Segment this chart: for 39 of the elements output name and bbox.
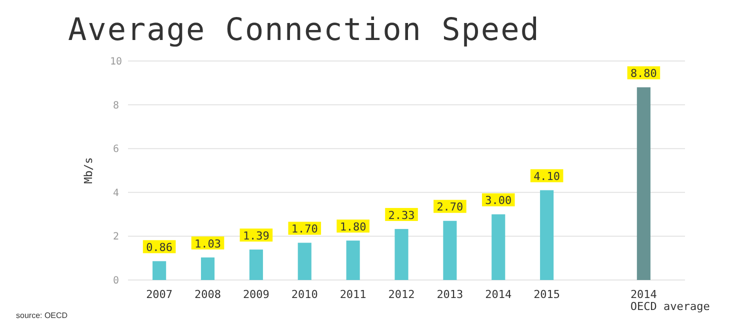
bar <box>298 242 312 280</box>
source-note: source: OECD <box>16 311 68 320</box>
data-label: 8.80 <box>630 67 657 80</box>
data-label: 2.33 <box>388 208 415 222</box>
x-tick-label: 2011 <box>340 288 366 301</box>
data-label: 1.70 <box>291 222 318 236</box>
x-tick-label: 2015 <box>534 288 560 301</box>
x-tick-label: 2013 <box>436 288 464 301</box>
y-tick-label: 6 <box>112 144 120 156</box>
bar <box>200 257 215 280</box>
bar <box>540 190 554 280</box>
x-tick-label: 2010 <box>291 288 318 301</box>
x-tick-label: 2012 <box>388 288 415 301</box>
y-axis-title: Mb/s <box>82 157 95 184</box>
x-tick-label: 2007 <box>146 288 173 301</box>
data-label: 3.00 <box>485 194 512 208</box>
y-tick-label: 2 <box>112 232 120 243</box>
data-label: 1.80 <box>340 220 366 234</box>
bar <box>249 250 263 280</box>
bar <box>492 214 506 280</box>
x-tick-label: 2009 <box>242 288 270 301</box>
bar <box>443 220 457 280</box>
x-tick-label: 2008 <box>194 288 221 301</box>
x-tick-label: 2014 <box>485 288 512 301</box>
bar <box>394 228 408 280</box>
chart-title: Average Connection Speed <box>68 12 540 48</box>
data-label: 2.70 <box>436 200 464 214</box>
bar <box>636 87 650 280</box>
bar <box>152 261 166 280</box>
bar <box>346 240 360 280</box>
data-label: 1.39 <box>242 229 270 242</box>
data-label: 0.86 <box>146 241 173 254</box>
y-tick-label: 4 <box>112 188 120 199</box>
y-tick-label: 0 <box>112 276 120 286</box>
data-label: 1.03 <box>194 237 221 250</box>
y-tick-label: 8 <box>112 100 120 112</box>
data-label: 4.10 <box>534 170 560 184</box>
y-tick-label: 10 <box>110 56 122 68</box>
x-tick-label: 2014 OECD average <box>630 288 710 313</box>
